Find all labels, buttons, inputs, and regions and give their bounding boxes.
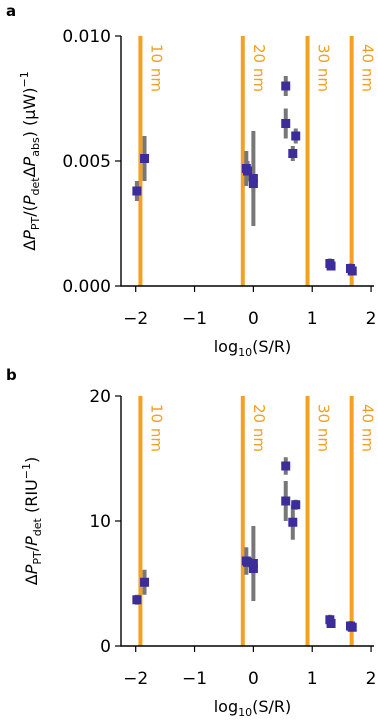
size-guide-label: 40 nm [359,404,377,452]
data-point [248,564,258,573]
x-tick-label: −1 [182,669,207,689]
x-tick-label: 0 [248,669,259,689]
x-tick-label: 2 [366,669,377,689]
size-guide-label: 20 nm [250,44,268,92]
y-tick-label: 0 [100,637,111,657]
data-point [140,154,150,163]
y-tick-label: 0.010 [62,27,111,47]
data-point [281,119,291,128]
x-tick-label: 1 [307,669,318,689]
data-point [132,595,142,605]
data-point [140,577,150,587]
x-tick-label: 0 [248,309,259,329]
data-point [347,266,357,276]
data-point [243,166,252,176]
x-tick-label: −2 [123,309,148,329]
x-tick-label: 2 [366,309,377,329]
y-tick-label: 0.000 [62,277,111,297]
x-tick-label: −1 [182,309,207,329]
y-tick-label: 10 [89,512,111,532]
size-guide-label: 40 nm [359,44,377,92]
data-point [291,131,301,141]
panel-b: 10 nm 20 nm 30 nm 40 nm−2 −1 0 1 201020log10(S/… [20,387,377,719]
size-guide-label: 30 nm [315,404,333,452]
size-guide-label: 20 nm [250,404,268,452]
data-point [132,186,142,196]
data-point [288,149,298,158]
x-axis-label: log10(S/R) [214,337,292,359]
panel-a: 10 nm 20 nm 30 nm 40 nm −2 −1 0 1 2 0.000 0.005 0.0… [18,27,377,359]
size-guide-label: 10 nm [147,404,165,452]
x-axis-label: log10(S/R) [214,697,292,719]
data-point [326,261,336,271]
x-tick-label: −2 [123,669,148,689]
panel-b-letter: b [6,366,17,384]
data-point [281,496,291,506]
y-axis-label: ΔPPT/(PdetΔPabs) (μW)−1 [18,71,42,250]
y-tick-label: 20 [89,387,111,407]
y-axis-label: ΔPPT/Pdet (RIU−1) [20,457,44,585]
data-point [281,461,291,471]
data-point [281,81,291,91]
data-point [347,622,357,632]
x-tick-label: 1 [307,309,318,329]
data-point [291,500,301,510]
data-point [288,517,298,527]
y-tick-label: 0.005 [62,152,111,172]
data-point [326,619,336,628]
size-guide-label: 30 nm [315,44,333,92]
panel-a-letter: a [6,2,16,20]
data-point [248,179,258,188]
size-guide-label: 10 nm [147,44,165,92]
